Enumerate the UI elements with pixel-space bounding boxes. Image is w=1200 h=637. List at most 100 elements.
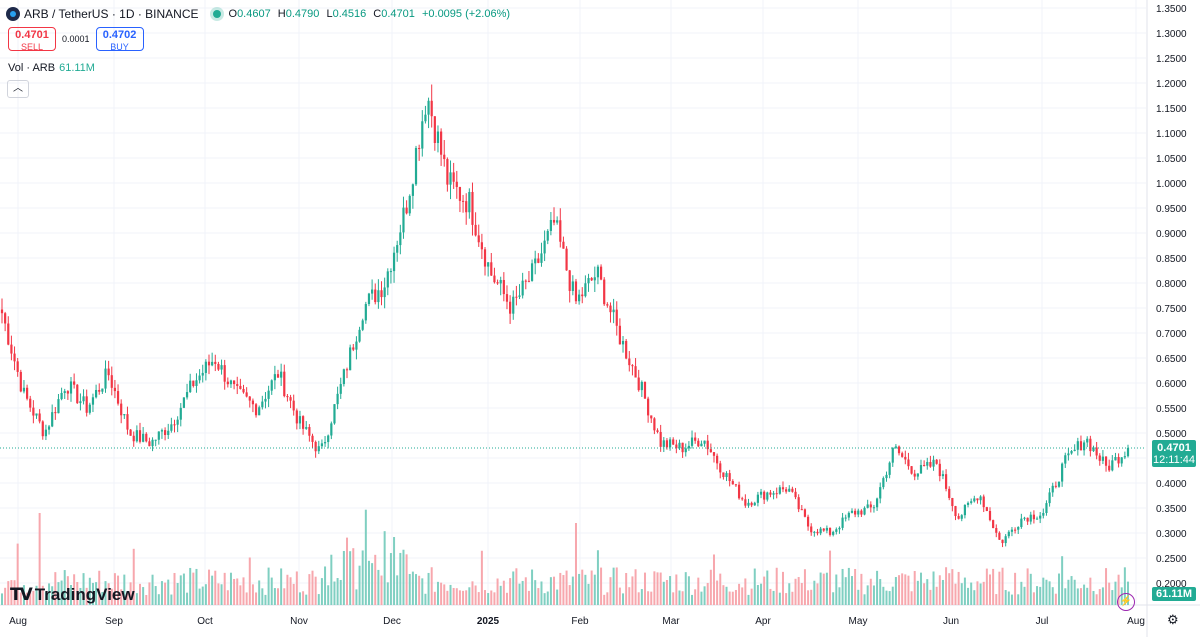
- volume-bar: [618, 587, 621, 605]
- volume-bar: [386, 582, 389, 605]
- collapse-legend-icon[interactable]: ︿: [7, 80, 29, 98]
- candle-body: [367, 293, 371, 305]
- volume-bar: [728, 591, 731, 605]
- y-tick-label: 1.3000: [1156, 29, 1187, 40]
- candle-body: [1045, 503, 1048, 513]
- volume-bar: [1073, 579, 1076, 605]
- symbol-header: ARB / TetherUS · 1D · BINANCE O0.4607 H0…: [6, 5, 514, 23]
- volume-bar: [992, 568, 995, 605]
- candle-body: [565, 248, 568, 271]
- candle-body: [603, 279, 606, 305]
- volume-bar: [1108, 582, 1111, 605]
- volume-bar: [1048, 581, 1051, 605]
- lightning-icon[interactable]: ⚡: [1117, 593, 1135, 611]
- volume-bar: [458, 590, 461, 605]
- candle-body: [91, 397, 95, 405]
- volume-bar: [672, 592, 675, 605]
- volume-bar: [41, 585, 44, 605]
- volume-bar: [76, 581, 79, 605]
- candle-body: [998, 532, 1001, 540]
- volume-bar: [916, 580, 919, 605]
- candle-body: [509, 301, 512, 314]
- candle-body: [449, 172, 452, 185]
- volume-bar: [954, 583, 957, 605]
- volume-bar: [587, 583, 590, 605]
- candle-body: [1004, 536, 1007, 544]
- candle-body: [245, 392, 248, 397]
- candle-body: [487, 262, 490, 267]
- candle-body: [182, 397, 186, 408]
- candle-body: [502, 279, 505, 295]
- volume-bar: [960, 583, 963, 605]
- candle-body: [345, 369, 349, 371]
- volume-bar: [1101, 587, 1104, 605]
- volume-bar: [311, 570, 314, 605]
- volume-bar: [107, 583, 110, 605]
- volume-bar: [763, 576, 766, 605]
- candle-body: [1108, 465, 1111, 471]
- candle-body: [879, 487, 882, 499]
- volume-bar: [766, 570, 769, 605]
- candle-body: [788, 488, 791, 492]
- candle-body: [785, 489, 788, 492]
- candle-body: [923, 465, 926, 467]
- candle-body: [38, 413, 41, 422]
- volume-bar: [847, 567, 850, 605]
- volume-bar: [578, 573, 581, 605]
- candle-body: [477, 235, 480, 243]
- candle-body: [189, 380, 192, 393]
- candle-body: [1082, 442, 1086, 451]
- candle-body: [901, 453, 904, 457]
- buy-button[interactable]: 0.4702 BUY: [95, 27, 144, 52]
- volume-bar: [926, 579, 929, 605]
- volume-bar: [286, 574, 289, 605]
- volume-bar: [527, 590, 530, 605]
- volume-bar: [760, 583, 763, 605]
- candle-body: [1120, 457, 1123, 464]
- volume-bar: [1020, 581, 1023, 605]
- candle-body: [289, 397, 292, 401]
- candle-body: [1057, 481, 1061, 487]
- volume-bar: [841, 568, 844, 605]
- x-tick-label: Feb: [571, 616, 589, 627]
- volume-bar: [995, 594, 998, 605]
- candle-body: [882, 478, 885, 488]
- candle-body: [527, 280, 531, 282]
- volume-bar: [684, 572, 687, 605]
- volume-bar: [1039, 586, 1042, 605]
- volume-bar: [885, 590, 888, 605]
- candle-body: [113, 387, 117, 392]
- candle-body: [803, 509, 807, 517]
- candle-body: [327, 435, 330, 443]
- candle-body: [938, 463, 941, 477]
- candle-body: [160, 430, 164, 432]
- volume-bar: [117, 575, 120, 605]
- volume-bar: [248, 557, 251, 605]
- volume-bar: [85, 587, 88, 605]
- volume-bar: [876, 570, 879, 605]
- y-tick-label: 1.0000: [1156, 179, 1187, 190]
- candle-body: [261, 401, 264, 408]
- volume-bar: [95, 582, 98, 605]
- candle-body: [214, 361, 217, 364]
- candle-body: [323, 442, 327, 444]
- candle-body: [204, 361, 207, 373]
- volume-bar: [320, 578, 323, 605]
- volume-bar: [436, 581, 439, 605]
- volume-bar: [389, 553, 392, 605]
- volume-bar: [869, 578, 872, 605]
- volume-bar: [1007, 591, 1010, 605]
- sell-button[interactable]: 0.4701 SELL: [8, 27, 56, 52]
- volume-bar: [694, 589, 697, 605]
- gear-icon[interactable]: ⚙: [1167, 612, 1179, 627]
- candle-body: [643, 381, 647, 399]
- candle-body: [970, 501, 973, 503]
- volume-bar: [669, 576, 672, 605]
- symbol-title[interactable]: ARB / TetherUS · 1D · BINANCE: [24, 7, 199, 21]
- volume-bar: [1070, 576, 1073, 605]
- y-tick-label: 1.1000: [1156, 129, 1187, 140]
- volume-bar: [948, 573, 951, 605]
- volume-bar: [844, 577, 847, 605]
- candle-body: [468, 191, 471, 213]
